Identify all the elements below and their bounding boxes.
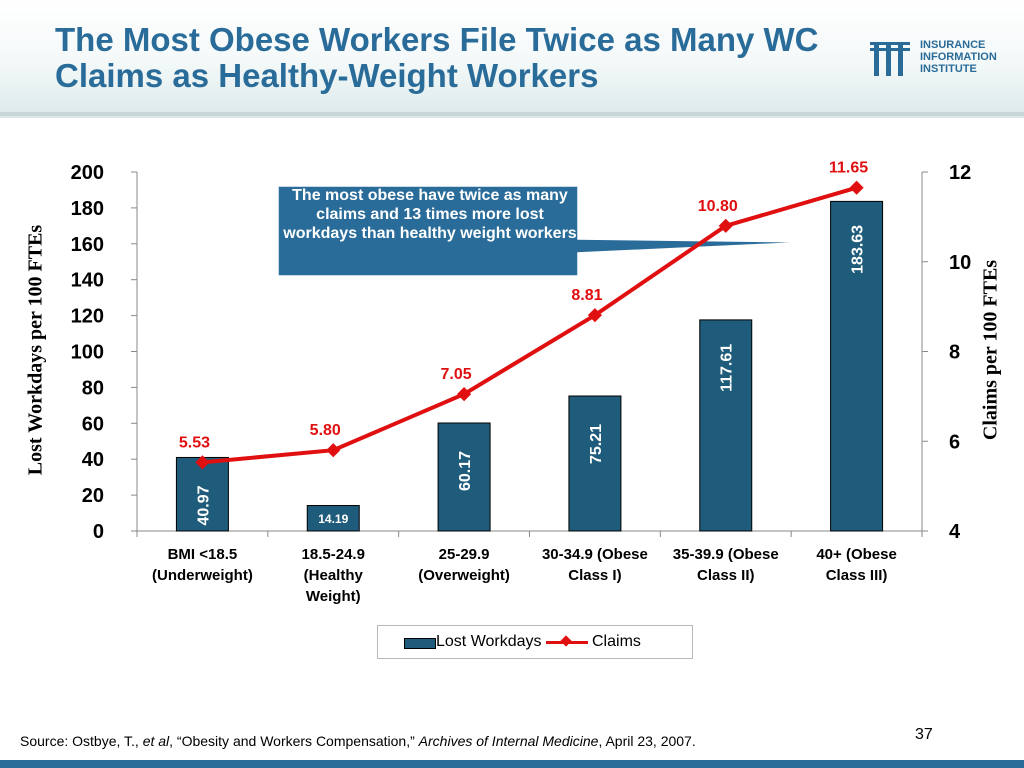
logo-line-3: INSTITUTE [920, 63, 977, 75]
x-tick-label: 35-39.9 (Obese [673, 546, 779, 563]
bar-data-label: 183.63 [850, 225, 867, 274]
y-tick-label-left: 200 [71, 162, 104, 184]
x-tick-label: 25-29.9 [439, 546, 490, 563]
claims-data-label: 8.81 [571, 287, 602, 304]
x-tick-label: Weight) [306, 588, 361, 605]
logo-line-2: INFORMATION [920, 51, 997, 63]
page-title: The Most Obese Workers File Twice as Man… [55, 21, 819, 94]
page-number: 37 [915, 726, 933, 743]
bar-lost-workdays [568, 395, 622, 532]
bar-data-label: 14.19 [318, 512, 348, 526]
y-axis-title-right: Claims per 100 FTEs [979, 259, 1002, 441]
y-tick-label-left: 100 [71, 342, 104, 364]
x-tick-label: (Underweight) [152, 567, 253, 584]
x-tick-label: Class I) [568, 567, 621, 584]
source-prefix: Source: Ostbye, T., [20, 733, 143, 749]
bar-data-label: 60.17 [457, 451, 474, 491]
legend-label-lost-workdays: Lost Workdays [436, 633, 542, 650]
y-tick-label-right: 8 [949, 342, 960, 364]
bar-lost-workdays [699, 319, 753, 532]
x-tick-label: 30-34.9 (Obese [542, 546, 648, 563]
claims-data-label: 11.65 [829, 160, 868, 177]
y-tick-label-right: 4 [949, 521, 961, 543]
source-journal: Archives of Internal Medicine [418, 733, 599, 749]
source-suffix: , April 23, 2007. [598, 733, 696, 749]
claims-point [849, 180, 864, 195]
claims-point [326, 443, 341, 458]
y-tick-label-left: 140 [71, 270, 104, 292]
y-tick-label-right: 12 [949, 162, 971, 184]
y-tick-label-left: 160 [71, 234, 104, 256]
bar-lost-workdays [306, 505, 360, 532]
logo-text: INSURANCE INFORMATION INSTITUTE [920, 39, 997, 75]
x-tick-label: Class II) [697, 567, 755, 584]
y-tick-label-left: 180 [71, 198, 104, 220]
claims-point [195, 455, 210, 470]
source-citation: Source: Ostbye, T., et al, “Obesity and … [20, 733, 696, 749]
combo-chart: 0 20 40 60 80 100 120 140 160 180 200 4 6 8 10 12 BMI <1… [71, 160, 972, 605]
legend-label-claims: Claims [592, 633, 641, 650]
claims-data-label: 10.80 [698, 198, 738, 215]
y-axis-title-left: Lost Workdays per 100 FTEs [24, 224, 47, 476]
x-tick-label: (Healthy [304, 567, 364, 584]
bar-lost-workdays [437, 422, 491, 532]
header-divider [0, 112, 1024, 116]
bar-data-label: 75.21 [588, 424, 605, 464]
bar-data-label: 117.61 [719, 344, 736, 392]
bar-lost-workdays [830, 200, 884, 532]
claims-point [587, 308, 602, 323]
claims-data-label: 7.05 [441, 366, 472, 383]
bar-data-label: 40.97 [195, 485, 212, 525]
y-tick-label-left: 40 [82, 449, 104, 471]
y-tick-label-right: 10 [949, 252, 971, 274]
y-tick-label-left: 60 [82, 413, 104, 435]
line-claims [202, 185, 858, 465]
x-tick-label: 40+ (Obese [816, 546, 896, 563]
header-background [0, 0, 1024, 118]
y-tick-label-left: 20 [82, 485, 104, 507]
bar-lost-workdays [175, 456, 229, 532]
claims-data-label: 5.53 [179, 434, 210, 451]
source-mid: , “Obesity and Workers Compensation,” [169, 733, 419, 749]
iii-logo-icon [870, 42, 910, 76]
source-etal: et al [142, 733, 170, 749]
x-tick-label: (Overweight) [418, 567, 510, 584]
footer-bar [0, 760, 1024, 768]
y-tick-label-left: 80 [82, 377, 104, 399]
x-tick-label: BMI <18.5 [168, 546, 238, 563]
insurance-information-institute-logo: INSURANCE INFORMATION INSTITUTE [868, 38, 1018, 78]
y-tick-label-right: 6 [949, 431, 960, 453]
claims-point [718, 218, 733, 233]
y-tick-label-left: 0 [93, 521, 104, 543]
x-tick-label: 18.5-24.9 [302, 546, 365, 563]
callout-text: The most obese have twice as many claims… [283, 187, 577, 242]
legend-swatch-lost-workdays [404, 638, 436, 649]
chart-legend: Lost Workdays Claims [377, 625, 693, 659]
claims-data-label: 5.80 [310, 422, 341, 439]
x-tick-label: Class III) [826, 567, 888, 584]
legend-swatch-claims-marker [560, 635, 572, 647]
claims-point [457, 387, 472, 402]
y-tick-label-left: 120 [71, 306, 104, 328]
logo-line-1: INSURANCE [920, 39, 986, 51]
